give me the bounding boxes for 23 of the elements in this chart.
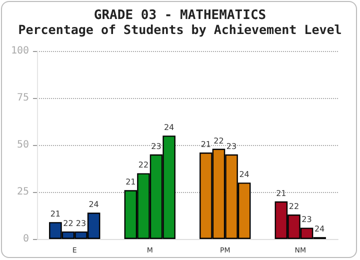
text: 23 — [226, 142, 237, 151]
y-tick-label: 0 — [22, 234, 29, 244]
y-tick-label: 50 — [16, 140, 29, 150]
text: 23 — [302, 215, 312, 224]
text: 24 — [164, 123, 174, 132]
chart-subtitle: Percentage of Students by Achievement Level — [18, 22, 342, 37]
text: 24 — [314, 224, 325, 234]
text: 21 — [126, 178, 136, 187]
text: 23 — [76, 218, 86, 228]
series-label: 21 — [50, 210, 61, 219]
text: 22 — [63, 218, 74, 228]
text: 21 — [276, 188, 286, 198]
text: 24 — [239, 170, 250, 180]
y-tick-label: 25 — [16, 186, 29, 198]
text: 22 — [214, 136, 224, 146]
series-label: 23 — [151, 142, 162, 151]
chart-title: GRADE 03 - MATHEMATICS — [94, 8, 266, 23]
y-tick-label: 100 — [10, 46, 29, 56]
series-label: 24 — [88, 200, 99, 210]
text: 21 — [200, 140, 212, 150]
text: 22 — [138, 160, 149, 170]
series-label: 22 — [288, 202, 300, 212]
y-tick-label: 75 — [16, 92, 29, 104]
